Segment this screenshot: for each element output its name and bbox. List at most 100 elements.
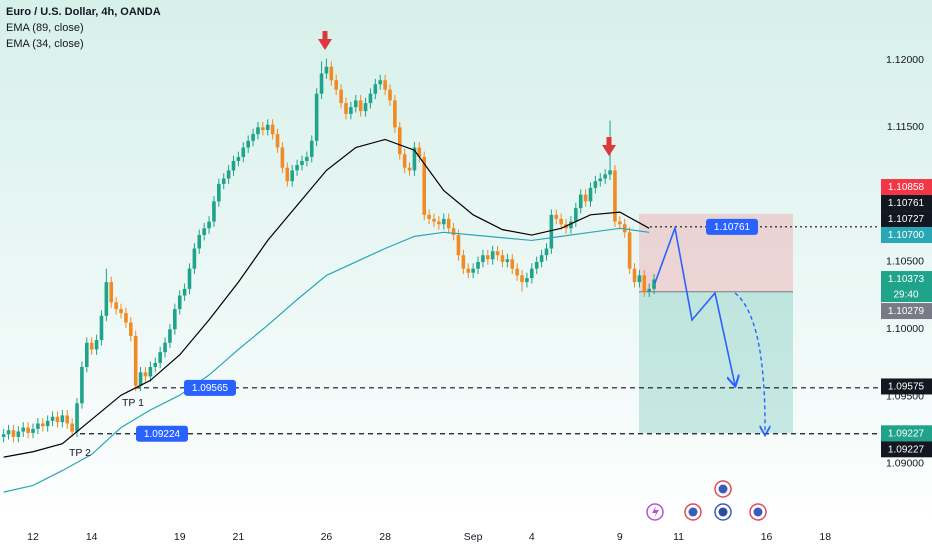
- candle-body: [344, 103, 348, 114]
- candle-body: [490, 251, 495, 260]
- price-label: 1.10700: [888, 230, 925, 241]
- candle-body: [402, 154, 407, 168]
- candle-body: [31, 428, 35, 433]
- candle-body: [603, 174, 607, 179]
- candle-body: [632, 268, 637, 283]
- candle-body: [574, 208, 578, 222]
- candle-body: [6, 430, 11, 435]
- candle-body: [427, 214, 431, 219]
- candle-body: [373, 84, 378, 94]
- annotation: TP 2: [69, 447, 91, 459]
- candle-body: [441, 218, 446, 225]
- candle-body: [319, 73, 324, 94]
- candle-body: [368, 93, 373, 104]
- candle-body: [261, 127, 265, 131]
- level-box: [706, 218, 758, 235]
- x-tick-label: 14: [86, 531, 98, 543]
- candle-body: [544, 248, 549, 256]
- candle-body: [11, 430, 16, 437]
- price-label: 1.09227: [888, 444, 925, 455]
- candle-body: [246, 140, 250, 148]
- x-tick-label: 12: [27, 531, 39, 543]
- x-tick-label: 21: [233, 531, 245, 543]
- candle-body: [530, 268, 534, 279]
- candle-body: [285, 167, 290, 182]
- candle-body: [153, 362, 158, 367]
- candle-body: [94, 340, 99, 350]
- candle-body: [168, 329, 172, 343]
- candle-body: [197, 235, 202, 249]
- candle-body: [55, 416, 60, 423]
- candle-body: [202, 228, 206, 236]
- legend-entry: EMA (89, close): [6, 22, 84, 34]
- candle-body: [554, 214, 559, 219]
- y-tick-label: 1.09000: [886, 458, 924, 470]
- candle-body: [114, 302, 118, 310]
- candle-body: [217, 183, 221, 202]
- candle-body: [295, 165, 299, 171]
- candle-body: [21, 427, 26, 432]
- candle-body: [16, 431, 21, 437]
- candle-body: [383, 80, 387, 90]
- candle-body: [104, 282, 109, 316]
- candle-body: [637, 275, 642, 283]
- candle-body: [417, 147, 422, 157]
- plot: 1.10761 1.09565 1.09224: [1, 58, 880, 493]
- candle-body: [363, 103, 368, 112]
- candle-body: [618, 221, 622, 225]
- price-label-box: [881, 227, 932, 244]
- candle-body: [569, 221, 573, 229]
- candle-body: [226, 170, 231, 179]
- candle-body: [231, 160, 236, 171]
- candle-body: [559, 218, 563, 225]
- candle-body: [422, 156, 427, 215]
- legend-entry: EMA (34, close): [6, 38, 84, 50]
- candle-body: [583, 194, 588, 202]
- candle-body: [486, 255, 490, 260]
- candle-body: [75, 403, 79, 432]
- candle-body: [539, 255, 544, 262]
- candle-body: [265, 124, 270, 131]
- position-tool: [639, 213, 793, 434]
- price-label-box: [881, 179, 932, 196]
- candle-body: [613, 170, 617, 222]
- x-tick-label: Sep: [464, 531, 483, 543]
- candle-body: [549, 214, 554, 249]
- candle-body: [412, 147, 417, 171]
- price-label: 1.10858: [888, 182, 925, 193]
- axes: 1.120001.115001.105001.100001.095001.090…: [27, 54, 932, 543]
- price-label-box: [881, 211, 932, 228]
- candle-body: [241, 147, 246, 157]
- price-label: 1.10373: [888, 274, 925, 285]
- candle-body: [314, 93, 319, 141]
- x-tick-label: 4: [529, 531, 535, 543]
- candle-body: [45, 420, 50, 427]
- candle-body: [309, 140, 314, 157]
- candle-body: [388, 89, 392, 101]
- candle-body: [525, 278, 529, 283]
- candle-body: [270, 124, 275, 135]
- price-label-box: [881, 195, 932, 212]
- candle-body: [80, 366, 84, 404]
- candle-body: [349, 107, 353, 114]
- candle-body: [143, 372, 148, 377]
- target-zone: [639, 291, 793, 434]
- price-label: 1.09227: [888, 428, 925, 439]
- candle-body: [378, 80, 383, 85]
- legend-title: Euro / U.S. Dollar, 4h, OANDA: [6, 6, 161, 18]
- level-box: [136, 425, 188, 442]
- candle-body: [461, 255, 466, 269]
- red-arrow: [318, 31, 332, 50]
- candle-body: [192, 248, 197, 269]
- candle-body: [163, 342, 167, 353]
- candle-body: [578, 194, 583, 209]
- candle-body: [471, 268, 475, 273]
- candle-body: [290, 170, 294, 182]
- price-label-box: [881, 378, 932, 395]
- candle-body: [329, 66, 334, 81]
- candle-body: [588, 187, 593, 202]
- ema-line: [3, 138, 650, 458]
- level-box: [184, 379, 236, 396]
